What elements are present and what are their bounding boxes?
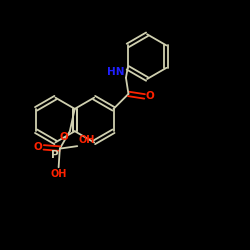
Text: OH: OH [78, 135, 95, 145]
Text: P: P [51, 150, 59, 160]
Text: HN: HN [107, 66, 125, 76]
Text: O: O [34, 142, 42, 152]
Text: O: O [60, 132, 68, 142]
Text: OH: OH [50, 169, 67, 179]
Text: O: O [146, 92, 154, 102]
